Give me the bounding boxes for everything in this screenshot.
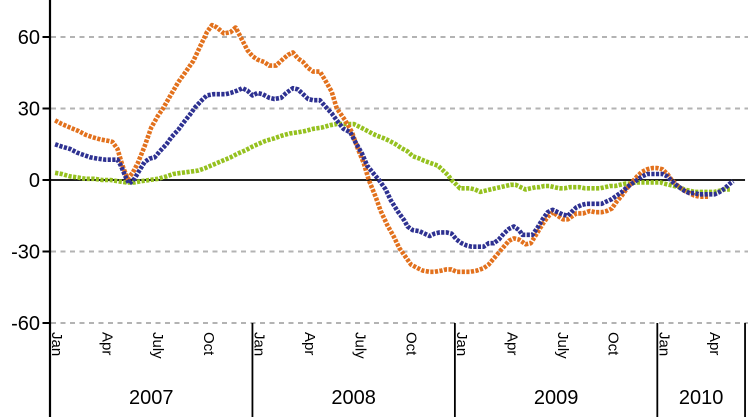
- green-series: [54, 121, 730, 195]
- month-label-july-2007: July: [149, 332, 166, 359]
- navy-series: [54, 85, 735, 249]
- month-label-apr-2009: Apr: [503, 332, 520, 355]
- orange-series: [54, 22, 710, 275]
- year-label-2007: 2007: [129, 387, 174, 409]
- month-label-apr-2007: Apr: [99, 332, 116, 355]
- month-label-jan-2008: Jan: [250, 332, 267, 356]
- year-label-2008: 2008: [331, 387, 376, 409]
- y-tick-label-30: 30: [18, 99, 40, 121]
- month-label-oct-2007: Oct: [200, 332, 217, 356]
- y-tick-label-0: 0: [29, 170, 40, 192]
- month-label-oct-2009: Oct: [605, 332, 622, 356]
- month-label-july-2009: July: [554, 332, 571, 359]
- month-label-oct-2008: Oct: [402, 332, 419, 356]
- month-label-jan-2007: Jan: [48, 332, 65, 356]
- year-label-2010: 2010: [679, 387, 724, 409]
- month-label-apr-2010: Apr: [706, 332, 723, 355]
- year-label-2009: 2009: [534, 387, 579, 409]
- month-label-jan-2010: Jan: [655, 332, 672, 356]
- y-tick-label--30: -30: [11, 242, 40, 264]
- month-label-july-2008: July: [352, 332, 369, 359]
- month-label-apr-2008: Apr: [301, 332, 318, 355]
- month-label-jan-2009: Jan: [453, 332, 470, 356]
- y-tick-label--60: -60: [11, 313, 40, 335]
- y-tick-label-60: 60: [18, 27, 40, 49]
